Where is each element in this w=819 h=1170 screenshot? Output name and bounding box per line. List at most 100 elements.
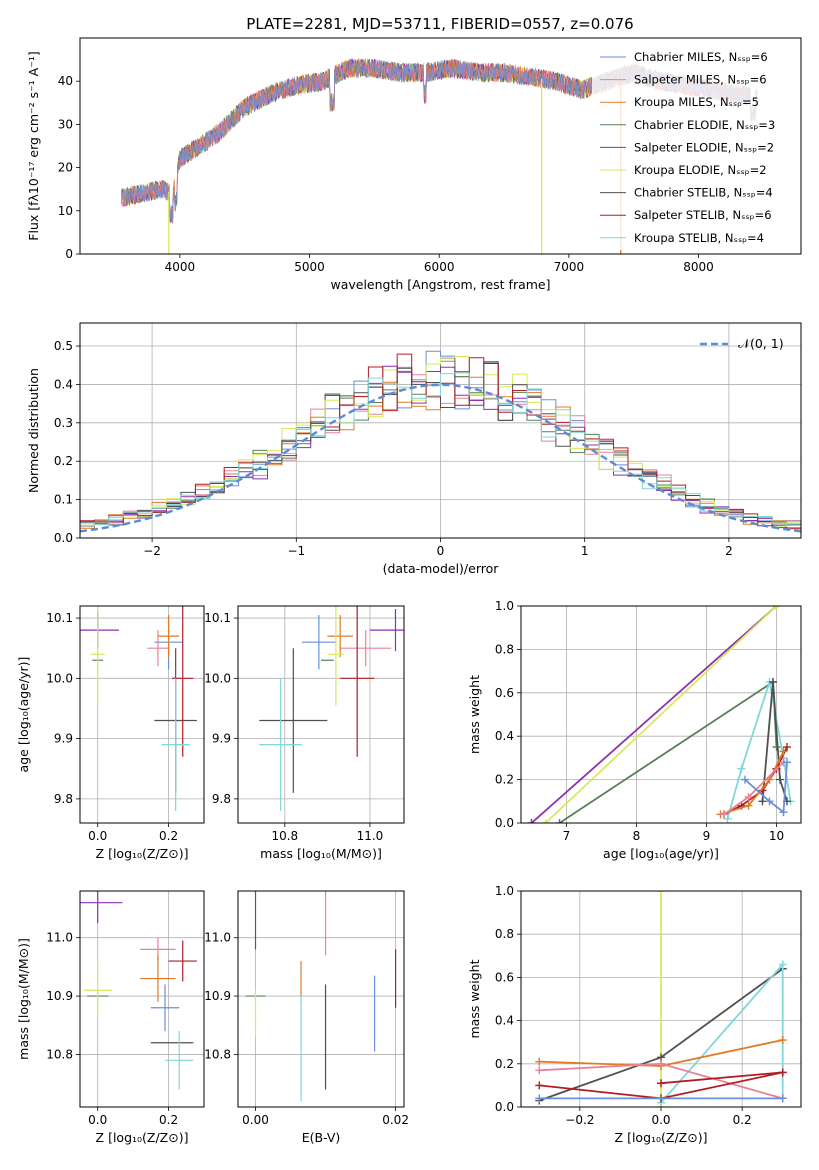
legend-label: 𝒩(0, 1) (738, 336, 784, 351)
weight-marker (744, 801, 753, 810)
axes-box (237, 605, 405, 824)
y-axis-label: age [log₁₀(age/yr)] (16, 657, 31, 773)
weight-marker (779, 808, 788, 817)
weight-marker (741, 775, 749, 784)
y-tick-label: 0.8 (495, 927, 514, 941)
y-tick-label: 0.4 (495, 1014, 514, 1028)
weight-line (761, 681, 788, 802)
weight-marker (776, 775, 784, 784)
axes-frame: 7 8 9 10 0.0 0.2 0.4 0.6 0.8 1.0 age [log₁₀(age/yr… (467, 599, 802, 861)
axes-frame: 0.0 0.2 9.8 9.9 10.0 10.1 Z [log₁₀(Z/Z⊙)] age [… (16, 605, 205, 861)
x-tick-label: 0.0 (651, 1113, 670, 1127)
weight-marker (723, 814, 732, 823)
y-tick-label: 0.6 (495, 970, 514, 984)
panel-weight_vs_age: 7 8 9 10 0.0 0.2 0.4 0.6 0.8 1.0 age [log₁₀(age/yr… (467, 599, 802, 861)
weight-marker (778, 1094, 787, 1103)
y-tick-label: 10.0 (204, 671, 231, 685)
x-tick-label: 10 (769, 829, 784, 843)
weight-marker (527, 819, 536, 823)
x-tick-label: 1 (581, 544, 589, 558)
weight-marker (772, 743, 781, 752)
weight-line (726, 681, 792, 819)
errorbar-point (165, 1031, 194, 1090)
panel-mass_vs_EBV: 0.00 0.02 10.8 10.9 11.0 E(B-V) (204, 890, 409, 1145)
x-tick-label: 5000 (294, 260, 325, 274)
x-axis-label: wavelength [Angstrom, rest frame] (330, 277, 550, 292)
panel-spectrum: 4000 5000 6000 7000 8000 0 10 20 30 40 wavelength … (26, 37, 802, 292)
x-tick-label: 0.02 (382, 1113, 409, 1127)
axes-box (79, 605, 205, 824)
errorbar-point (147, 630, 169, 667)
x-tick-label: 9 (703, 829, 711, 843)
y-tick-label: 0.3 (54, 416, 73, 430)
legend-label: Kroupa ELODIE, Nₛₛₚ=2 (634, 163, 767, 177)
x-tick-label: 0 (437, 544, 445, 558)
panel-residuals: −2 −1 0 1 2 0.0 0.1 0.2 0.3 0.4 0.5 (data-model)/er… (26, 322, 802, 576)
weight-marker (657, 891, 665, 895)
y-axis-label: mass weight (467, 675, 482, 754)
x-tick-label: −2 (143, 544, 161, 558)
legend: Chabrier MILES, Nₛₛₚ=6 Salpeter MILES, Nₛ… (592, 44, 797, 250)
weight-marker (657, 1079, 665, 1088)
axes-frame: 0.0 0.2 10.8 10.9 11.0 Z [log₁₀(Z/Z⊙)] mass [l… (16, 890, 205, 1145)
errorbar-point (161, 678, 190, 811)
y-tick-label: 0.0 (54, 531, 73, 545)
panel-age_vs_Z: 0.0 0.2 9.8 9.9 10.0 10.1 Z [log₁₀(Z/Z⊙)] age [… (16, 605, 205, 861)
weight-line (660, 1071, 783, 1085)
x-tick-label: 8000 (683, 260, 714, 274)
y-tick-label: 0.8 (495, 642, 514, 656)
y-tick-label: 0.0 (495, 816, 514, 830)
errorbar-point (90, 606, 105, 706)
axes-box (520, 605, 802, 824)
axes-frame: −0.2 0.0 0.2 0.0 0.2 0.4 0.6 0.8 1.0 Z [log₁₀(Z/Z… (467, 884, 802, 1145)
y-tick-label: 0.0 (495, 1100, 514, 1114)
weight-marker (765, 797, 774, 806)
x-tick-label: 10.8 (271, 829, 298, 843)
weight-marker (535, 1081, 544, 1090)
y-tick-label: 0.4 (495, 729, 514, 743)
x-axis-label: age [log₁₀(age/yr)] (603, 846, 719, 861)
errorbar-point (259, 648, 328, 793)
legend-label: Chabrier STELIB, Nₛₛₚ=4 (634, 186, 773, 200)
x-tick-label: 11.0 (357, 829, 384, 843)
gridlines (238, 606, 404, 823)
axes-box (237, 890, 405, 1108)
y-tick-label: 0.1 (54, 493, 73, 507)
weight-marker (772, 606, 781, 610)
x-tick-label: 0.00 (242, 1113, 269, 1127)
axes-frame: 10.8 11.0 9.8 9.9 10.0 10.1 mass [log₁₀(M/M⊙)] (204, 605, 405, 861)
errorbar-point (327, 615, 353, 658)
x-axis-label: E(B-V) (302, 1130, 341, 1145)
weight-marker (758, 797, 767, 806)
x-tick-label: 7000 (554, 260, 585, 274)
weight-marker (535, 1066, 544, 1075)
y-tick-label: 20 (58, 161, 73, 175)
x-axis-label: (data-model)/error (383, 561, 500, 576)
x-tick-label: 0.0 (88, 1113, 107, 1127)
weight-marker (778, 1068, 787, 1077)
errorbar-point (80, 891, 123, 924)
y-tick-label: 30 (58, 117, 73, 131)
weight-marker (737, 764, 746, 773)
y-axis-label: mass weight (467, 959, 482, 1038)
x-tick-label: 6000 (424, 260, 455, 274)
axes-frame: 0.00 0.02 10.8 10.9 11.0 E(B-V) (204, 890, 409, 1145)
gaussian-curve (80, 383, 801, 533)
plot-area (80, 606, 197, 811)
panel-weight_vs_Z: −0.2 0.0 0.2 0.0 0.2 0.4 0.6 0.8 1.0 Z [log₁₀(Z/Z… (467, 884, 802, 1145)
gridlines (80, 606, 204, 823)
y-tick-label: 10.8 (46, 1047, 73, 1061)
weight-marker (783, 743, 791, 752)
histogram-series (80, 372, 801, 538)
errorbar-point (327, 606, 345, 706)
y-tick-label: 0.2 (495, 773, 514, 787)
errorbar-point (301, 615, 336, 670)
legend-box (592, 44, 797, 250)
legend-label: Chabrier ELODIE, Nₛₛₚ=3 (634, 118, 775, 132)
y-axis-label: mass [log₁₀(M/M⊙)] (16, 938, 31, 1060)
gridlines (238, 891, 404, 1107)
x-tick-label: 0.2 (159, 829, 178, 843)
y-axis-label: Flux [fλ10⁻¹⁷ erg cm⁻² s⁻¹ A⁻¹] (26, 51, 41, 240)
x-tick-label: −0.2 (565, 1113, 594, 1127)
y-axis-label: Normed distribution (26, 368, 41, 493)
